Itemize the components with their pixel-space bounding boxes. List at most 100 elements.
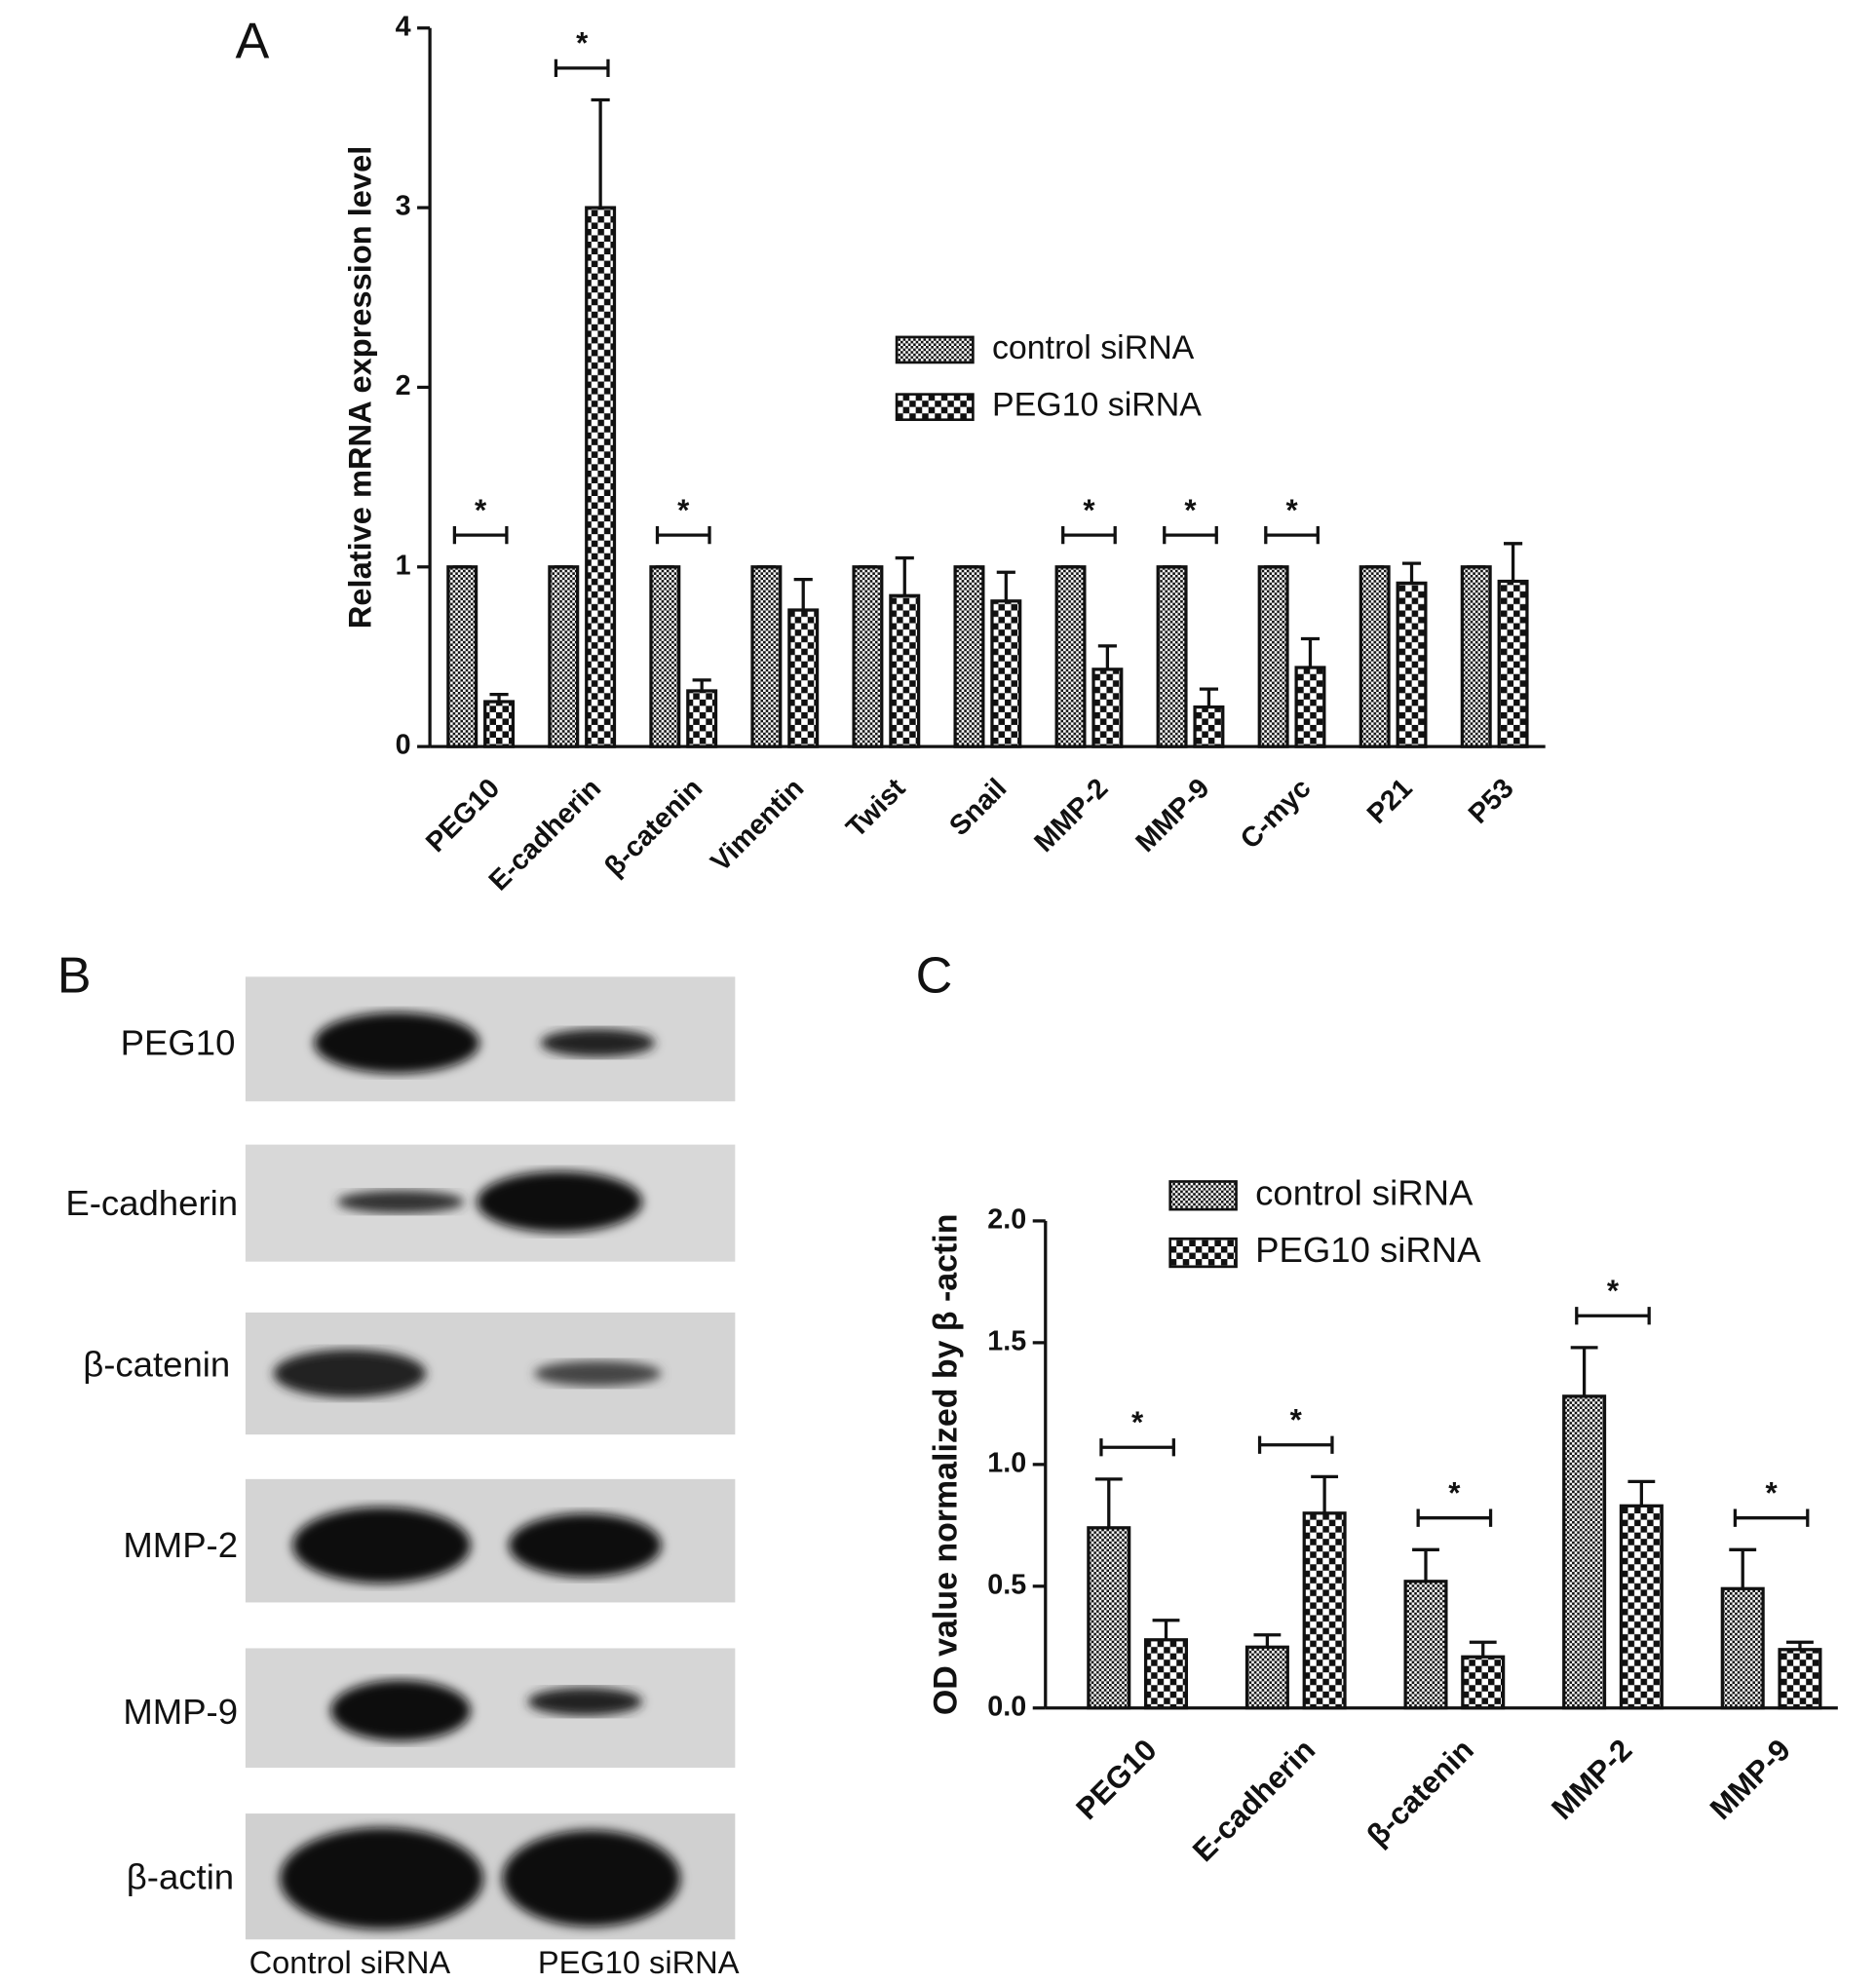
- x-tick-label: Vimentin: [705, 773, 810, 878]
- x-tick-label: MMP-9: [1129, 773, 1215, 858]
- error-bar: [591, 97, 610, 209]
- legend-swatch: [1168, 1180, 1238, 1211]
- significance-mark: *: [475, 493, 487, 527]
- bar: [1778, 1648, 1822, 1710]
- x-tick-label: Snail: [943, 773, 1013, 842]
- significance-bracket: [1163, 526, 1218, 545]
- significance-bracket: [1257, 1435, 1334, 1454]
- y-tick-label: 1: [396, 550, 411, 581]
- blot-row-label: β-catenin: [83, 1345, 230, 1385]
- blot-row-label: PEG10: [121, 1022, 236, 1062]
- bar: [585, 206, 617, 748]
- bar: [1091, 668, 1124, 748]
- bar: [1244, 1645, 1289, 1710]
- x-tick-label: PEG10: [1069, 1733, 1163, 1826]
- bar: [1156, 565, 1188, 748]
- bar: [1302, 1511, 1347, 1710]
- bar: [889, 593, 921, 748]
- y-tick-label: 0.0: [987, 1691, 1026, 1722]
- chart: A Relative mRNA expression level 0 1 2 3 4 * PEG…: [235, 11, 1546, 897]
- error-bar: [793, 578, 813, 611]
- bar: [686, 689, 718, 748]
- error-bar: [1786, 1640, 1814, 1650]
- blot-row-label: E-cadherin: [65, 1183, 238, 1223]
- y-tick-label: 2: [396, 370, 411, 401]
- error-bar: [1311, 1474, 1339, 1513]
- bar: [1294, 666, 1326, 748]
- chart: C OD value normalized by β -actin 0.0 0.5 1.…: [916, 948, 1838, 1868]
- significance-mark: *: [1285, 493, 1298, 527]
- x-tick-label: Twist: [840, 773, 911, 844]
- error-bar: [1253, 1633, 1282, 1648]
- legend-label: PEG10 siRNA: [992, 387, 1202, 424]
- significance-mark: *: [677, 493, 690, 527]
- bar: [1054, 565, 1087, 748]
- legend-label: control siRNA: [1255, 1172, 1474, 1212]
- bar: [483, 700, 516, 748]
- error-bar: [1729, 1547, 1757, 1589]
- bar: [1359, 565, 1391, 748]
- y-tick-label: 4: [396, 11, 411, 42]
- x-tick-label: P53: [1463, 773, 1520, 830]
- bar: [1143, 1638, 1189, 1710]
- bar: [787, 608, 820, 748]
- blot-lane-label: PEG10 siRNA: [538, 1944, 740, 1980]
- bar: [1562, 1394, 1607, 1710]
- bar: [1257, 565, 1289, 748]
- bar: [649, 565, 681, 748]
- panel-label: A: [235, 14, 269, 70]
- bar: [990, 599, 1022, 748]
- blot-lane-label: Control siRNA: [249, 1944, 451, 1980]
- error-bar: [1097, 644, 1117, 669]
- bar: [1720, 1586, 1765, 1710]
- bar: [1193, 705, 1225, 748]
- x-tick-label: β-catenin: [1360, 1733, 1480, 1852]
- legend-label: PEG10 siRNA: [1255, 1230, 1481, 1270]
- significance-mark: *: [1184, 493, 1197, 527]
- significance-bracket: [1733, 1508, 1810, 1527]
- error-bar: [1570, 1346, 1598, 1396]
- significance-bracket: [655, 526, 711, 545]
- error-bar: [1401, 561, 1422, 584]
- x-tick-label: β-catenin: [598, 773, 708, 883]
- significance-mark: *: [1290, 1402, 1303, 1436]
- legend-swatch: [895, 393, 975, 422]
- x-tick-label: MMP-9: [1704, 1733, 1797, 1826]
- significance-mark: *: [1131, 1405, 1144, 1439]
- error-bar: [692, 678, 711, 691]
- x-tick-label: P21: [1361, 773, 1419, 830]
- y-tick-label: 3: [396, 191, 411, 222]
- significance-bracket: [1575, 1307, 1651, 1325]
- error-bar: [895, 555, 914, 596]
- y-tick-label: 0.5: [987, 1569, 1026, 1600]
- significance-mark: *: [1083, 493, 1095, 527]
- bar: [1403, 1580, 1448, 1710]
- bar: [1497, 579, 1529, 748]
- bar: [446, 565, 479, 748]
- error-bar: [1504, 542, 1523, 582]
- significance-mark: *: [1765, 1475, 1778, 1509]
- significance-mark: *: [1448, 1475, 1461, 1509]
- blot-row-label: β-actin: [127, 1857, 234, 1897]
- error-bar: [1199, 687, 1218, 707]
- bar: [953, 565, 985, 748]
- error-bar: [1412, 1547, 1439, 1582]
- significance-bracket: [1061, 526, 1117, 545]
- bar: [1460, 565, 1492, 748]
- significance-bracket: [554, 58, 610, 77]
- significance-bracket: [452, 526, 509, 545]
- error-bar: [1094, 1477, 1123, 1528]
- error-bar: [1469, 1640, 1497, 1658]
- x-tick-label: E-cadherin: [1186, 1733, 1321, 1868]
- legend-swatch: [1168, 1237, 1238, 1269]
- significance-mark: *: [576, 26, 589, 60]
- bar: [750, 565, 783, 748]
- panel-label: C: [916, 948, 953, 1005]
- significance-bracket: [1099, 1438, 1175, 1457]
- y-tick-label: 2.0: [987, 1203, 1026, 1235]
- legend-label: control siRNA: [992, 329, 1195, 366]
- bar: [1396, 581, 1428, 748]
- error-bar: [1627, 1479, 1656, 1507]
- error-bar: [1300, 636, 1321, 668]
